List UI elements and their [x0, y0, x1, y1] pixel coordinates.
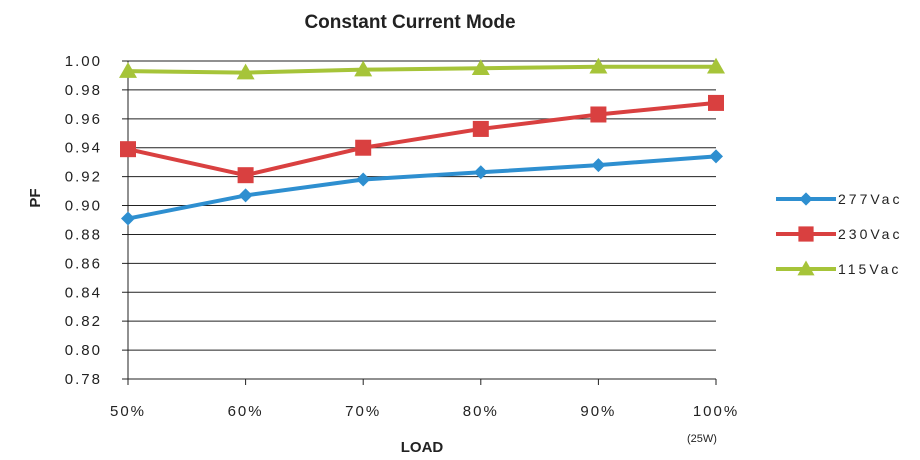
series-230vac [120, 94, 724, 184]
x-tick-label: 80% [463, 403, 499, 420]
y-tick-label: 0.78 [65, 371, 102, 388]
x-tick-label: 100% [693, 403, 739, 420]
data-point [356, 172, 371, 187]
x-tick-label: 70% [345, 403, 381, 420]
legend-marker [797, 260, 815, 276]
chart-title: Constant Current Mode [304, 12, 515, 33]
grid [122, 60, 716, 380]
legend-item: 115Vac [776, 260, 901, 277]
series-line [127, 100, 717, 178]
y-tick-label: 0.80 [65, 342, 102, 359]
x-tick-label: 90% [580, 403, 616, 420]
x-axis-label: LOAD [401, 439, 444, 456]
data-point [472, 120, 489, 137]
x-axis-note: (25W) [687, 433, 717, 445]
y-tick-label: 0.94 [65, 140, 102, 157]
legend-label: 230Vac [838, 226, 902, 242]
y-tick-label: 0.90 [65, 198, 102, 215]
data-point [591, 158, 606, 173]
y-tick-label: 0.92 [65, 169, 102, 186]
legend-marker [799, 192, 813, 206]
y-axis-label: PF [27, 188, 44, 207]
series-line [127, 64, 716, 75]
legend-item: 230Vac [776, 226, 902, 242]
y-tick-label: 1.00 [65, 53, 102, 70]
x-tick-label: 50% [110, 403, 146, 420]
data-point [237, 167, 254, 184]
data-point [238, 188, 253, 203]
data-point [590, 106, 607, 123]
data-point [120, 141, 136, 158]
legend-label: 277Vac [838, 191, 902, 207]
y-tick-label: 0.88 [65, 226, 102, 243]
data-point [121, 211, 135, 226]
y-ticks: 0.78 0.80 0.82 0.84 0.86 0.88 0.90 0.92 0.94 0.96… [65, 53, 102, 388]
data-point [354, 60, 373, 77]
series-line [127, 154, 717, 221]
data-point [708, 94, 724, 111]
series-277vac [121, 149, 723, 226]
y-tick-label: 0.96 [65, 111, 102, 128]
series-115vac [119, 57, 725, 80]
y-tick-label: 0.98 [65, 82, 102, 99]
data-point [119, 62, 137, 78]
x-ticks: 50% 60% 70% 80% 90% 100% [110, 379, 739, 420]
data-point [473, 165, 488, 180]
legend-item: 277Vac [776, 191, 902, 207]
data-point [709, 149, 723, 164]
data-point [471, 59, 490, 75]
data-point [707, 57, 725, 74]
y-tick-label: 0.84 [65, 284, 102, 301]
data-point [355, 139, 372, 156]
y-tick-label: 0.86 [65, 255, 102, 272]
legend-label: 115Vac [838, 261, 901, 277]
data-point [589, 57, 608, 74]
series [119, 57, 725, 226]
x-tick-label: 60% [228, 403, 264, 420]
legend: 277Vac 230Vac 115Vac [776, 191, 902, 277]
legend-marker [798, 226, 814, 242]
data-point [236, 63, 255, 80]
y-tick-label: 0.82 [65, 313, 102, 330]
